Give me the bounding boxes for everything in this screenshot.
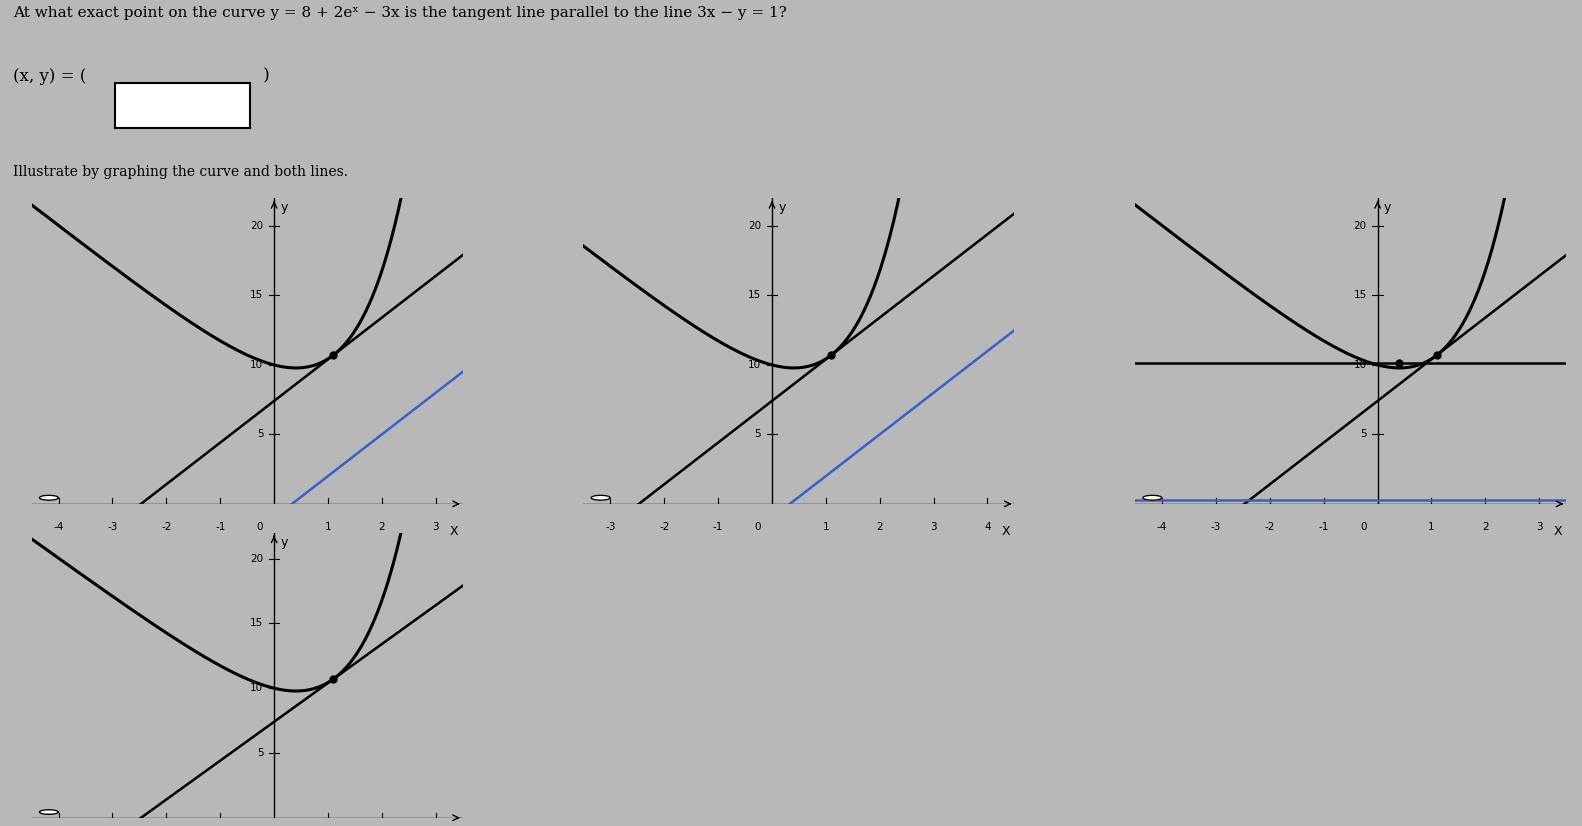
Text: 5: 5 xyxy=(256,748,263,758)
Text: 20: 20 xyxy=(250,553,263,563)
Circle shape xyxy=(1142,496,1161,501)
Text: 10: 10 xyxy=(250,360,263,370)
Text: y: y xyxy=(778,202,786,214)
Text: -3: -3 xyxy=(606,522,615,532)
Text: y: y xyxy=(280,202,288,214)
Text: 20: 20 xyxy=(1354,221,1367,231)
Text: 0: 0 xyxy=(755,522,761,532)
Text: 10: 10 xyxy=(1354,360,1367,370)
Circle shape xyxy=(40,496,59,501)
Text: -3: -3 xyxy=(1210,522,1221,532)
Text: 1: 1 xyxy=(324,522,331,532)
Text: -1: -1 xyxy=(1318,522,1329,532)
Text: At what exact point on the curve y = 8 + 2eˣ − 3x is the tangent line parallel t: At what exact point on the curve y = 8 +… xyxy=(13,6,786,20)
Text: X: X xyxy=(1001,525,1011,539)
Text: 15: 15 xyxy=(250,291,263,301)
Text: 0: 0 xyxy=(256,522,263,532)
Text: -2: -2 xyxy=(161,522,171,532)
Text: -1: -1 xyxy=(215,522,225,532)
Text: y: y xyxy=(280,535,288,548)
Text: 10: 10 xyxy=(250,683,263,693)
Text: -3: -3 xyxy=(108,522,117,532)
Text: 10: 10 xyxy=(748,360,761,370)
Text: 5: 5 xyxy=(256,430,263,439)
Text: ): ) xyxy=(258,68,269,85)
Text: 0: 0 xyxy=(1361,522,1367,532)
Text: 5: 5 xyxy=(1361,430,1367,439)
Text: (x, y) = (: (x, y) = ( xyxy=(13,68,85,85)
Text: 2: 2 xyxy=(1482,522,1489,532)
Text: 20: 20 xyxy=(748,221,761,231)
Text: 3: 3 xyxy=(930,522,937,532)
Text: -2: -2 xyxy=(1264,522,1275,532)
Text: 1: 1 xyxy=(823,522,829,532)
Text: 15: 15 xyxy=(748,291,761,301)
Text: -4: -4 xyxy=(1156,522,1168,532)
Text: 20: 20 xyxy=(250,221,263,231)
Text: 2: 2 xyxy=(378,522,384,532)
Text: Illustrate by graphing the curve and both lines.: Illustrate by graphing the curve and bot… xyxy=(13,165,348,179)
Text: X: X xyxy=(1554,525,1561,539)
Text: 1: 1 xyxy=(1429,522,1435,532)
Text: -4: -4 xyxy=(54,522,63,532)
Text: 2: 2 xyxy=(876,522,883,532)
Text: 4: 4 xyxy=(984,522,990,532)
Text: y: y xyxy=(1384,202,1392,214)
Circle shape xyxy=(592,496,611,501)
Text: 3: 3 xyxy=(432,522,440,532)
Circle shape xyxy=(40,809,59,814)
Text: 15: 15 xyxy=(1354,291,1367,301)
Text: -2: -2 xyxy=(660,522,669,532)
Text: -1: -1 xyxy=(713,522,723,532)
Text: X: X xyxy=(449,525,459,539)
Text: 3: 3 xyxy=(1536,522,1542,532)
Text: 5: 5 xyxy=(755,430,761,439)
Text: 15: 15 xyxy=(250,619,263,629)
